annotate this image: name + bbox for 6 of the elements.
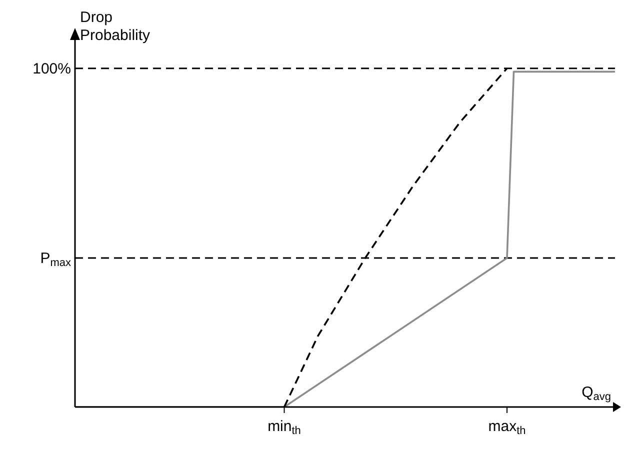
x-axis-title: Q$_{avg}$ [582, 384, 611, 404]
ref-line-label: P$_{max}$ [40, 250, 72, 270]
ref-line-label: 100% [32, 60, 71, 78]
x-tick-label: max$_{th}$ [488, 418, 526, 438]
y-axis-title: Drop Probability [80, 9, 151, 44]
x-tick-label: min$_{th}$ [268, 418, 301, 438]
